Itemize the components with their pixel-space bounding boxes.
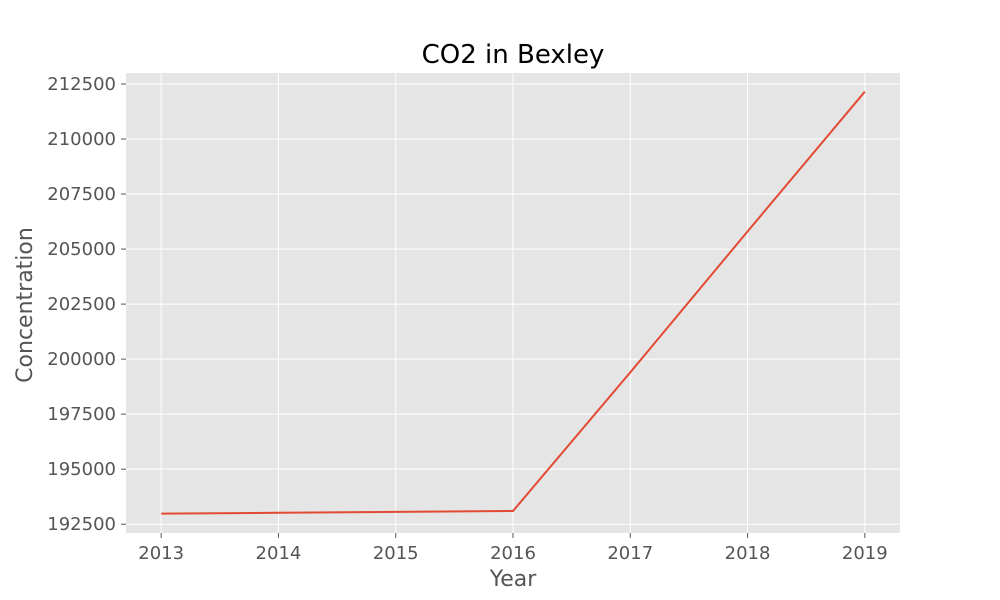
x-tick-label: 2019 (842, 543, 888, 564)
x-tick-label: 2014 (256, 543, 302, 564)
series-line (161, 91, 866, 515)
y-tick-label: 200000 (47, 349, 116, 370)
x-tick-label: 2013 (138, 543, 184, 564)
y-tick-label: 212500 (47, 74, 116, 95)
y-tick-label: 205000 (47, 239, 116, 260)
x-tick-label: 2017 (607, 543, 653, 564)
x-tick-label: 2016 (490, 543, 536, 564)
x-axis-label: Year (489, 567, 538, 592)
y-tick-label: 210000 (47, 129, 116, 150)
y-tick-label: 202500 (47, 294, 116, 315)
y-tick-label: 192500 (47, 514, 116, 535)
x-tick-labels: 2013 2014 2015 2016 2017 2018 2019 (138, 533, 888, 564)
grid-lines (126, 73, 900, 533)
y-tick-label: 207500 (47, 184, 116, 205)
y-tick-labels: 192500 195000 197500 200000 202500 205000 2075… (47, 74, 126, 535)
y-tick-label: 197500 (47, 404, 116, 425)
x-tick-label: 2018 (725, 543, 771, 564)
y-axis-label: Concentration (13, 227, 38, 383)
y-tick-label: 195000 (47, 459, 116, 480)
chart-title: CO2 in Bexley (422, 40, 605, 70)
x-tick-label: 2015 (373, 543, 419, 564)
